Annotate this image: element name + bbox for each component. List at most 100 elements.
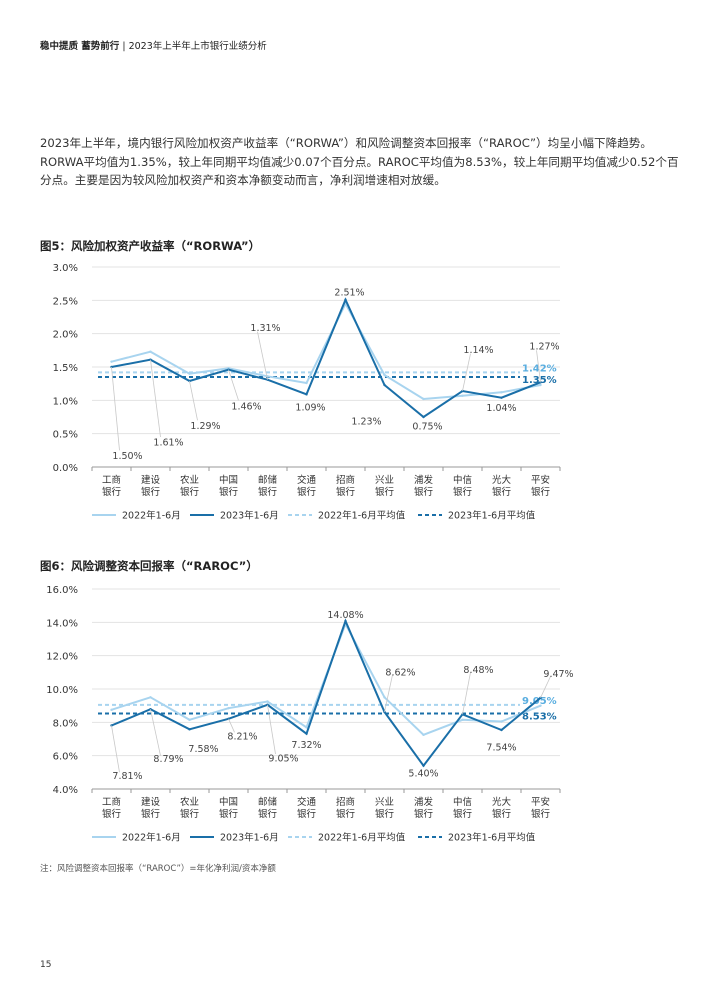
raroc-y-tick-label: 8.0% (53, 718, 78, 729)
raroc-series-1-point (500, 720, 503, 723)
raroc-chart: 4.0%6.0%8.0%10.0%12.0%14.0%16.0%工商银行建设银行… (46, 585, 573, 844)
rorwa-x-tick-label: 浦发 (414, 474, 434, 486)
rorwa-leader-line (189, 380, 198, 421)
raroc-data-label: 8.79% (153, 754, 183, 765)
rorwa-x-tick-label: 银行 (414, 486, 434, 498)
rorwa-x-tick-label: 建设 (141, 474, 161, 486)
rorwa-data-label: 1.14% (463, 345, 493, 356)
raroc-x-tick-label: 银行 (219, 808, 239, 820)
raroc-data-label: 8.62% (385, 668, 415, 679)
footnote: 注：风险调整资本回报率（“RAROC”）=年化净利润/资本净额 (40, 864, 276, 874)
raroc-leader-line (384, 674, 393, 713)
rorwa-series-2-point (344, 298, 347, 301)
raroc-series-2-point (344, 619, 347, 623)
raroc-x-tick-label: 银行 (336, 808, 356, 820)
rorwa-series-1-point (539, 383, 542, 387)
rorwa-series-1-point (461, 394, 464, 397)
rorwa-y-tick-label: 0.5% (53, 430, 78, 441)
raroc-leader-line (150, 709, 161, 756)
raroc-x-tick-label: 中信 (453, 796, 472, 808)
raroc-data-label: 9.05% (268, 753, 298, 764)
raroc-data-label: 5.40% (408, 768, 438, 779)
rorwa-x-tick-label: 中信 (453, 474, 472, 486)
rorwa-data-label: 1.29% (190, 421, 220, 432)
raroc-x-tick-label: 交通 (297, 796, 317, 808)
raroc-legend-label: 2023年1-6月 (220, 832, 279, 844)
rorwa-y-tick-label: 2.0% (53, 330, 78, 341)
rorwa-legend-label: 2022年1-6月平均值 (318, 510, 406, 522)
rorwa-avg-label-1: 1.42% (522, 363, 557, 374)
header-separator: | (119, 41, 129, 52)
rorwa-series-1-point (305, 381, 308, 385)
fig6-title: 图6：风险调整资本回报率（“RAROC”） (40, 559, 258, 573)
raroc-data-label: 8.48% (463, 665, 493, 676)
raroc-x-tick-label: 银行 (453, 808, 473, 820)
rorwa-legend-label: 2023年1-6月 (220, 510, 279, 522)
rorwa-series-2-point (500, 396, 503, 399)
raroc-x-tick-label: 邮储 (258, 796, 278, 808)
raroc-x-tick-label: 银行 (414, 808, 434, 820)
rorwa-data-label: 1.31% (250, 323, 280, 334)
header-bold: 稳中提质 蓄势前行 (40, 41, 120, 52)
rorwa-x-tick-label: 农业 (180, 474, 199, 486)
rorwa-x-tick-label: 邮储 (258, 474, 278, 486)
raroc-series-2-point (305, 732, 308, 735)
raroc-leader-line (540, 676, 551, 699)
rorwa-x-tick-label: 银行 (531, 486, 551, 498)
rorwa-leader-line (462, 353, 471, 392)
rorwa-x-tick-label: 光大 (492, 474, 512, 486)
rorwa-leader-line (536, 350, 541, 383)
raroc-leader-line (228, 718, 235, 733)
raroc-series-2-point (422, 764, 425, 767)
raroc-x-tick-label: 建设 (141, 796, 161, 808)
rorwa-x-tick-label: 兴业 (375, 475, 394, 486)
raroc-data-label: 8.21% (227, 732, 257, 743)
raroc-y-tick-label: 4.0% (53, 785, 78, 796)
raroc-x-tick-label: 银行 (180, 808, 200, 820)
rorwa-leader-line (111, 366, 120, 451)
raroc-legend-label: 2022年1-6月 (122, 832, 181, 844)
rorwa-x-tick-label: 银行 (453, 486, 473, 498)
raroc-x-tick-label: 银行 (258, 808, 278, 820)
raroc-x-tick-label: 银行 (297, 808, 317, 820)
raroc-leader-line (462, 672, 471, 715)
rorwa-data-label: 1.61% (153, 438, 183, 449)
rorwa-data-label: 1.46% (231, 402, 261, 413)
rorwa-x-tick-label: 银行 (297, 486, 317, 498)
raroc-series-1-point (110, 708, 113, 712)
raroc-x-tick-label: 中国 (219, 796, 238, 808)
raroc-x-tick-label: 银行 (102, 808, 122, 820)
fig5-title: 图5：风险加权资产收益率（“RORWA”） (40, 239, 261, 253)
raroc-y-tick-label: 16.0% (46, 585, 78, 596)
raroc-series-1-point (383, 696, 386, 699)
rorwa-x-tick-label: 中国 (219, 474, 238, 486)
raroc-series-line-2 (111, 618, 542, 768)
rorwa-data-label: 2.51% (334, 288, 364, 299)
raroc-x-tick-label: 银行 (141, 808, 161, 820)
raroc-series-1-point (539, 704, 542, 707)
raroc-x-tick-label: 光大 (492, 796, 512, 808)
raroc-series-1-point (188, 718, 191, 722)
rorwa-x-tick-label: 工商 (102, 474, 121, 486)
rorwa-x-tick-label: 银行 (102, 486, 122, 498)
intro-text: 2023年上半年，境内银行风险加权资产收益率（“RORWA”）和风险调整资本回报… (40, 136, 679, 187)
rorwa-x-tick-label: 平安 (531, 474, 550, 486)
rorwa-series-1-point (149, 350, 152, 353)
raroc-legend-label: 2023年1-6月平均值 (448, 832, 536, 844)
raroc-y-tick-label: 6.0% (53, 752, 78, 763)
rorwa-series-2-point (422, 415, 425, 419)
raroc-series-2-point (188, 728, 191, 731)
rorwa-x-tick-label: 银行 (219, 486, 239, 498)
raroc-x-tick-label: 平安 (531, 796, 550, 808)
raroc-data-label: 7.32% (291, 740, 321, 751)
raroc-x-tick-label: 银行 (531, 808, 551, 820)
rorwa-data-label: 1.23% (351, 416, 381, 427)
raroc-x-tick-label: 工商 (102, 796, 121, 808)
rorwa-series-1-point (500, 391, 503, 394)
rorwa-y-tick-label: 1.0% (53, 396, 78, 407)
raroc-y-tick-label: 12.0% (46, 652, 78, 663)
intro-paragraph: 2023年上半年，境内银行风险加权资产收益率（“RORWA”）和风险调整资本回报… (40, 134, 680, 190)
raroc-data-label: 7.81% (112, 771, 142, 782)
rorwa-series-2-point (383, 383, 386, 387)
rorwa-data-label: 0.75% (412, 422, 442, 433)
